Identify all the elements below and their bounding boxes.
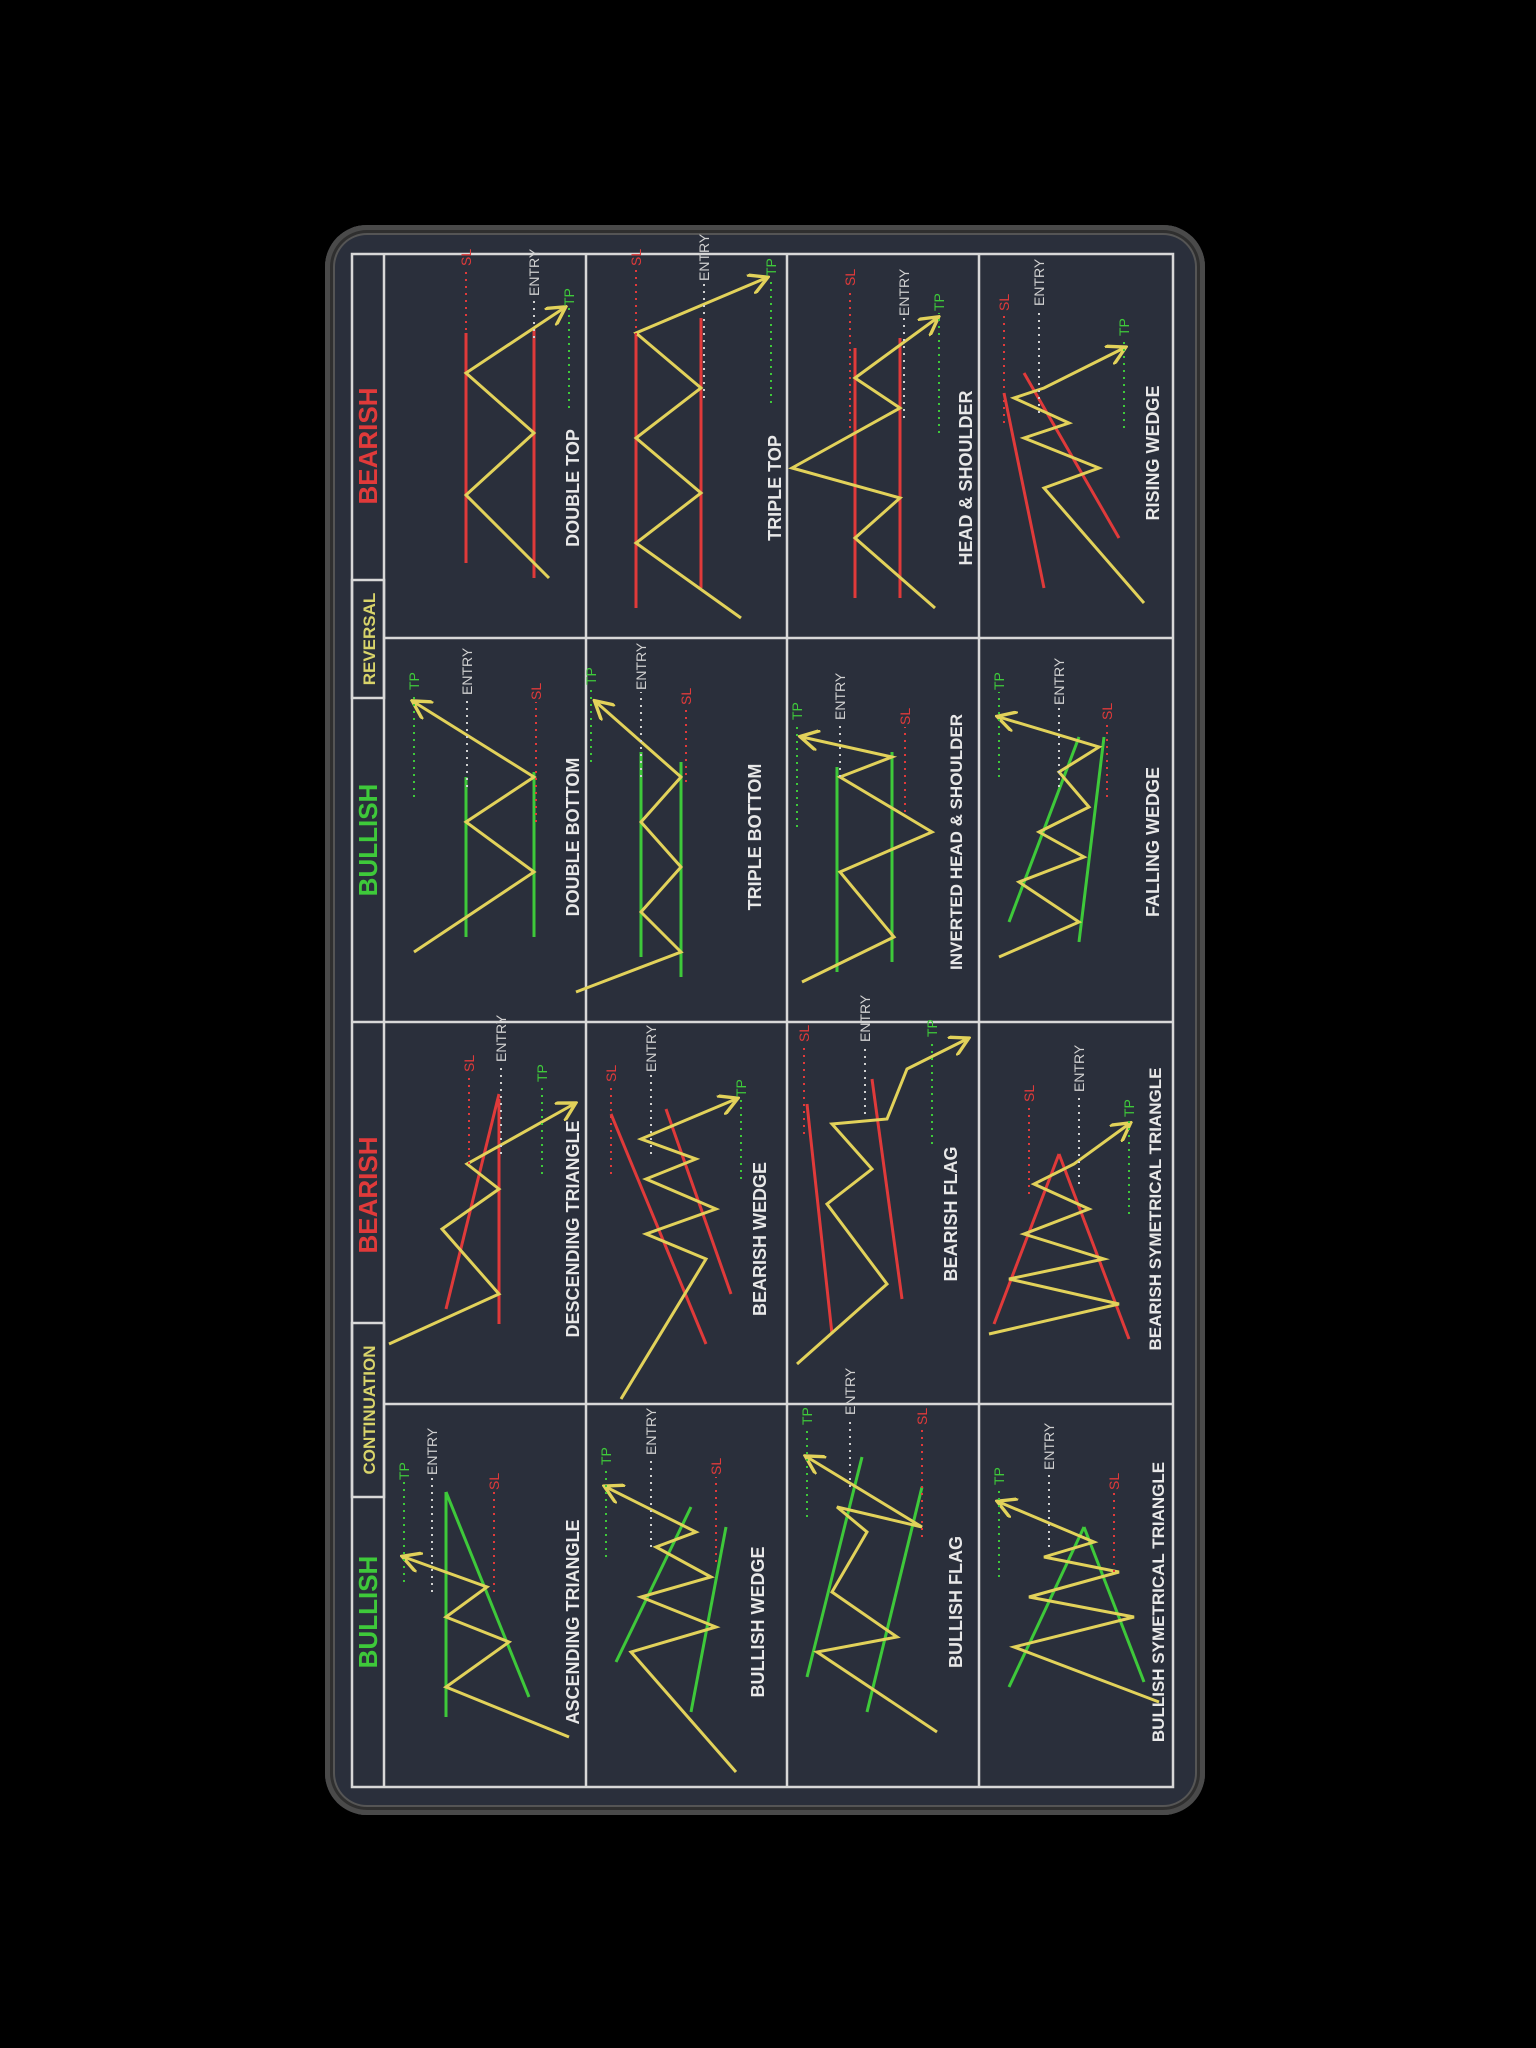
continuation-bearish-header: BEARISH — [353, 1136, 383, 1253]
pattern-bearish-flag: SL ENTRY TP BEARISH FLAG — [796, 994, 967, 1366]
pattern-title: DESCENDING TRIANGLE — [563, 1120, 583, 1337]
pattern-title: FALLING WEDGE — [1143, 767, 1163, 917]
pattern-ascending-triangle: TP ENTRY SL ASCENDING TRIANGLE — [396, 1427, 583, 1739]
reversal-bearish-header: BEARISH — [353, 387, 383, 504]
tp-label: TP — [799, 1407, 815, 1425]
pattern-rising-wedge: SL ENTRY TP RISING WEDGE — [996, 258, 1163, 604]
pattern-double-bottom: TP ENTRY SL DOUBLE BOTTOM — [406, 647, 583, 954]
entry-label: ENTRY — [643, 1407, 659, 1455]
reversal-label: REVERSAL — [360, 593, 379, 686]
pattern-title: HEAD & SHOULDER — [956, 390, 976, 565]
tp-label: TP — [583, 667, 599, 685]
sl-label: SL — [842, 269, 858, 286]
entry-label: ENTRY — [857, 994, 873, 1042]
pattern-title: ASCENDING TRIANGLE — [563, 1519, 583, 1724]
tp-label: TP — [991, 1467, 1007, 1485]
pattern-head-shoulder: SL ENTRY TP HEAD & SHOULDER — [788, 268, 976, 610]
tp-label: TP — [924, 1019, 940, 1037]
continuation-label: CONTINUATION — [360, 1345, 379, 1474]
sl-label: SL — [628, 249, 644, 266]
sl-label: SL — [996, 294, 1012, 311]
sl-label: SL — [1021, 1085, 1037, 1102]
pattern-title: BEARISH FLAG — [941, 1147, 961, 1282]
pattern-bullish-wedge: TP ENTRY SL BULLISH WEDGE — [598, 1407, 768, 1773]
tp-label: TP — [598, 1447, 614, 1465]
pattern-bullish-symetrical-triangle: TP ENTRY SL BULLISH SYMETRICAL TRIANGLE — [991, 1422, 1168, 1742]
pattern-title: BEARISH SYMETRICAL TRIANGLE — [1146, 1067, 1165, 1350]
sl-label: SL — [486, 1473, 502, 1490]
pattern-title: DOUBLE BOTTOM — [563, 758, 583, 917]
tp-label: TP — [763, 258, 779, 276]
sl-label: SL — [1106, 1473, 1122, 1490]
tp-label: TP — [789, 702, 805, 720]
tp-label: TP — [561, 288, 577, 306]
sl-label: SL — [1099, 703, 1115, 720]
entry-label: ENTRY — [1051, 657, 1067, 705]
sl-label: SL — [458, 249, 474, 266]
tp-label: TP — [1116, 318, 1132, 336]
sl-label: SL — [796, 1025, 812, 1042]
entry-label: ENTRY — [493, 1014, 509, 1062]
entry-label: ENTRY — [1041, 1422, 1057, 1470]
pattern-title: BULLISH WEDGE — [748, 1547, 768, 1698]
entry-label: ENTRY — [1071, 1044, 1087, 1092]
pattern-title: INVERTED HEAD & SHOULDER — [947, 714, 966, 970]
pattern-title: BEARISH WEDGE — [750, 1162, 770, 1316]
sl-label: SL — [461, 1055, 477, 1072]
sl-label: SL — [708, 1458, 724, 1475]
header-strip: BEARISH REVERSAL BULLISH BEARISH CONTINU… — [353, 387, 383, 1668]
pattern-title: RISING WEDGE — [1143, 385, 1163, 520]
tp-label: TP — [534, 1064, 550, 1082]
entry-label: ENTRY — [696, 233, 712, 281]
pattern-title: TRIPLE TOP — [765, 435, 785, 541]
pattern-title: BULLISH SYMETRICAL TRIANGLE — [1149, 1462, 1168, 1742]
tp-label: TP — [406, 672, 422, 690]
pattern-inverted-head-shoulder: TP ENTRY SL INVERTED HEAD & SHOULDER — [789, 672, 966, 984]
tp-label: TP — [931, 293, 947, 311]
entry-label: ENTRY — [526, 248, 542, 296]
pattern-title: DOUBLE TOP — [563, 429, 583, 547]
pattern-triple-bottom: TP ENTRY SL TRIPLE BOTTOM — [575, 642, 765, 994]
entry-label: ENTRY — [459, 647, 475, 695]
pattern-bullish-flag: TP ENTRY SL BULLISH FLAG — [799, 1367, 966, 1734]
sl-label: SL — [678, 688, 694, 705]
sl-label: SL — [897, 708, 913, 725]
tp-label: TP — [396, 1462, 412, 1480]
continuation-bullish-header: BULLISH — [353, 1556, 383, 1669]
sl-label: SL — [914, 1408, 930, 1425]
tp-label: TP — [991, 672, 1007, 690]
pattern-falling-wedge: TP ENTRY SL FALLING WEDGE — [991, 657, 1163, 959]
entry-label: ENTRY — [633, 642, 649, 690]
pattern-title: BULLISH FLAG — [946, 1536, 966, 1668]
pattern-double-top: SL ENTRY TP DOUBLE TOP — [458, 248, 583, 580]
tp-label: TP — [1121, 1099, 1137, 1117]
entry-label: ENTRY — [842, 1367, 858, 1415]
entry-label: ENTRY — [1031, 258, 1047, 306]
entry-label: ENTRY — [424, 1427, 440, 1475]
sl-label: SL — [603, 1065, 619, 1082]
pattern-bearish-wedge: SL ENTRY TP BEARISH WEDGE — [603, 1024, 770, 1400]
grid — [350, 252, 1175, 1789]
entry-label: ENTRY — [643, 1024, 659, 1072]
sl-label: SL — [528, 683, 544, 700]
pattern-triple-top: SL ENTRY TP TRIPLE TOP — [628, 233, 785, 620]
reversal-bullish-header: BULLISH — [353, 784, 383, 897]
pattern-descending-triangle: SL ENTRY TP DESCENDING TRIANGLE — [388, 1014, 583, 1346]
entry-label: ENTRY — [832, 672, 848, 720]
entry-label: ENTRY — [896, 268, 912, 316]
tp-label: TP — [733, 1079, 749, 1097]
pattern-bearish-symetrical-triangle: SL ENTRY TP BEARISH SYMETRICAL TRIANGLE — [988, 1044, 1165, 1351]
pattern-title: TRIPLE BOTTOM — [745, 764, 765, 911]
